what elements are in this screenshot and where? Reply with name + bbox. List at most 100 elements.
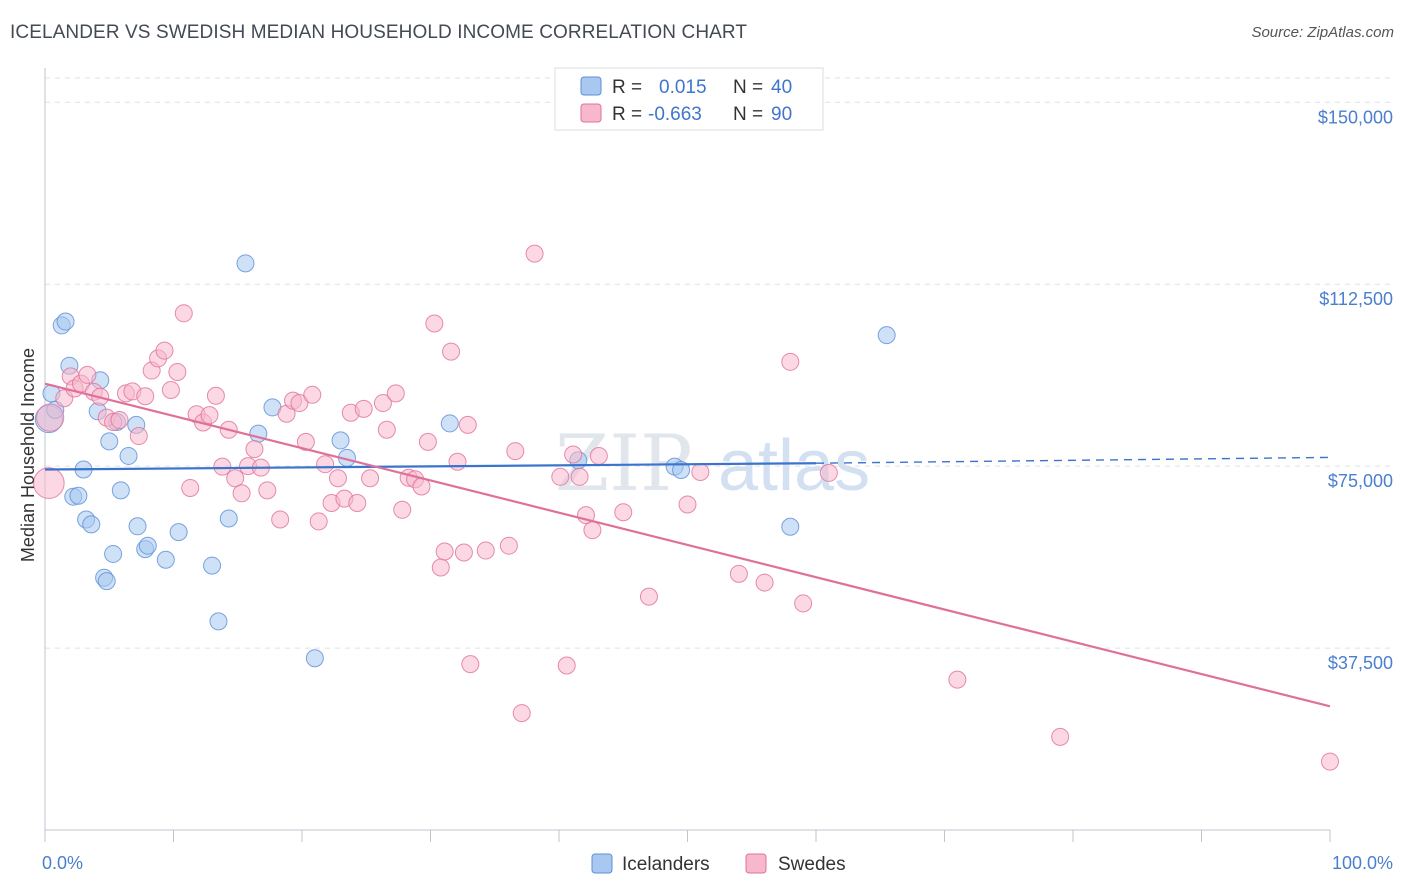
point-swedes (258, 481, 277, 500)
legend-n-label-1: N = (733, 77, 763, 98)
legend-n-value-1: 40 (771, 77, 792, 98)
point-swedes (691, 462, 710, 481)
point-swedes (296, 432, 315, 451)
point-icelanders (56, 312, 75, 331)
point-swedes (232, 484, 251, 503)
point-icelanders (877, 326, 896, 345)
point-swedes (36, 403, 65, 432)
watermark-atlas: atlas (718, 426, 870, 506)
point-icelanders (236, 254, 255, 273)
point-swedes (525, 244, 544, 263)
point-icelanders (69, 486, 88, 505)
legend-n-label-2: N = (733, 104, 763, 125)
point-swedes (425, 314, 444, 333)
point-swedes (245, 440, 264, 459)
legend-swatch-swedes (580, 103, 602, 123)
x-tick-label-max: 100.0% (1332, 853, 1393, 873)
chart-title: ICELANDER VS SWEDISH MEDIAN HOUSEHOLD IN… (10, 22, 748, 43)
point-icelanders (672, 461, 691, 480)
point-icelanders (219, 509, 238, 528)
legend-r-label-1: R = (612, 77, 642, 98)
point-icelanders (169, 523, 188, 542)
point-icelanders (781, 517, 800, 536)
trend-line-icelanders (44, 462, 817, 471)
legend-n-value-2: 90 (771, 104, 792, 125)
grid-lines (45, 77, 1395, 649)
point-icelanders (100, 432, 119, 451)
point-icelanders (119, 446, 138, 465)
legend-r-value-2: -0.663 (648, 104, 702, 125)
point-icelanders (138, 536, 157, 555)
y-axis-label: Median Household Income (18, 348, 38, 562)
point-swedes (361, 469, 380, 488)
point-swedes (377, 420, 396, 439)
source-credit: Source: ZipAtlas.com (1251, 24, 1394, 41)
point-swedes (418, 432, 437, 451)
data-points (33, 244, 1339, 771)
trend-line-icelanders-extension (815, 456, 1331, 464)
y-tick-label: $75,000 (1328, 471, 1393, 491)
point-swedes (639, 587, 658, 606)
point-swedes (755, 573, 774, 592)
point-swedes (454, 543, 473, 562)
point-swedes (373, 394, 392, 413)
point-swedes (781, 352, 800, 371)
point-icelanders (305, 649, 324, 668)
point-icelanders (440, 414, 459, 433)
point-swedes (589, 446, 608, 465)
point-icelanders (156, 550, 175, 569)
point-swedes (271, 510, 290, 529)
point-swedes (583, 521, 602, 540)
point-icelanders (331, 431, 350, 450)
point-swedes (442, 342, 461, 361)
point-swedes (155, 341, 174, 360)
bottom-legend-label-swedes: Swedes (778, 854, 846, 875)
point-swedes (206, 386, 225, 405)
point-swedes (570, 467, 589, 486)
point-swedes (316, 455, 335, 474)
point-swedes (512, 704, 531, 723)
point-icelanders (203, 556, 222, 575)
point-swedes (33, 467, 65, 499)
point-swedes (226, 469, 245, 488)
point-icelanders (111, 481, 130, 500)
point-swedes (819, 463, 838, 482)
point-swedes (461, 655, 480, 674)
point-swedes (794, 594, 813, 613)
point-swedes (564, 445, 583, 464)
point-swedes (393, 500, 412, 519)
point-swedes (78, 365, 97, 384)
bottom-legend-label-icelanders: Icelanders (622, 854, 710, 875)
point-swedes (354, 399, 373, 418)
correlation-legend: R = 0.015 N = 40 R = -0.663 N = 90 (554, 67, 824, 131)
legend-swatch-icelanders (580, 76, 602, 96)
bottom-legend-swatch-icelanders (591, 853, 613, 874)
point-swedes (435, 542, 454, 561)
point-swedes (678, 495, 697, 514)
bottom-legend-swatch-swedes (745, 853, 767, 874)
point-swedes (729, 564, 748, 583)
point-swedes (213, 457, 232, 476)
point-icelanders (104, 544, 123, 563)
point-swedes (110, 411, 129, 430)
point-icelanders (209, 612, 228, 631)
point-swedes (136, 387, 155, 406)
point-swedes (476, 541, 495, 560)
point-swedes (168, 363, 187, 382)
point-swedes (614, 503, 633, 522)
y-tick-label: $150,000 (1318, 107, 1393, 127)
trend-lines (44, 382, 1331, 708)
point-swedes (1321, 752, 1339, 771)
point-swedes (557, 656, 576, 675)
x-tick-label-min: 0.0% (42, 853, 83, 873)
point-swedes (200, 406, 219, 425)
point-icelanders (128, 517, 147, 536)
point-swedes (303, 385, 322, 404)
point-icelanders (97, 572, 116, 591)
point-swedes (309, 512, 328, 531)
y-tick-label: $37,500 (1328, 653, 1393, 673)
point-swedes (129, 427, 148, 446)
point-swedes (328, 469, 347, 488)
point-swedes (386, 384, 405, 403)
